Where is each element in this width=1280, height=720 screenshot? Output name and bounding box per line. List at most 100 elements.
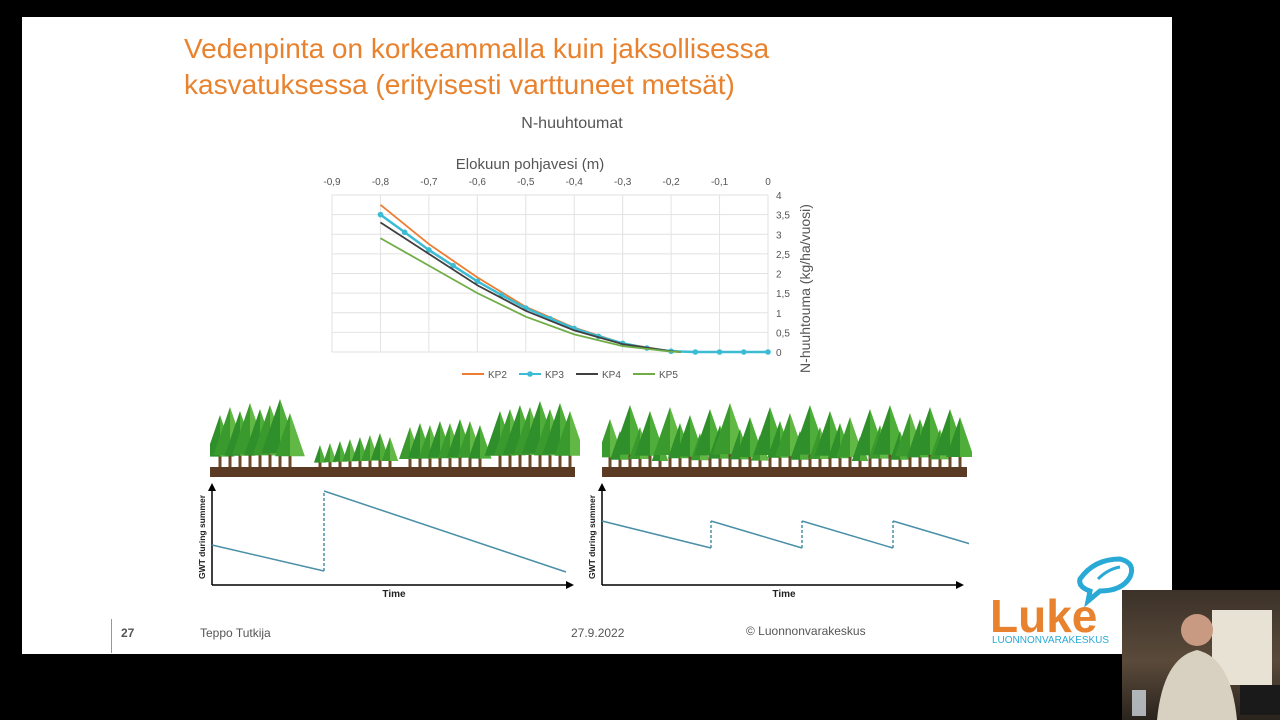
tree-crown — [381, 437, 390, 461]
tree-trunk — [888, 451, 892, 467]
tree-crown — [351, 437, 360, 461]
tree-crown — [767, 421, 780, 458]
tree-crown — [390, 437, 399, 461]
tree-trunk — [798, 458, 802, 467]
tree-trunk — [868, 452, 872, 467]
tree-trunk — [758, 459, 762, 467]
tree-trunk — [608, 455, 612, 467]
tree-trunk — [948, 452, 952, 467]
data-point-kp3 — [426, 247, 432, 253]
luke-logo: Luke LUONNONVARAKESKUS — [990, 556, 1135, 645]
tree-crown — [650, 411, 666, 456]
x-tick-label: -0,1 — [711, 177, 729, 188]
tree-trunk — [348, 460, 352, 467]
tree-crown — [753, 407, 770, 455]
tree-trunk — [458, 455, 462, 467]
slide: Vedenpinta on korkeammalla kuin jaksolli… — [22, 17, 1172, 654]
gwt-continuous-chart: Time GWT during summer — [587, 483, 969, 600]
y-tick-label: 2,5 — [776, 250, 790, 261]
tree-crown — [350, 439, 358, 462]
tree-crown — [323, 443, 330, 463]
tree-crown — [494, 409, 510, 456]
gwt-clearcut-chart: Time GWT during summer — [197, 483, 574, 600]
tree-trunk — [448, 456, 452, 467]
tree-crown — [736, 417, 750, 457]
leaf-bubble-icon — [1077, 556, 1135, 608]
tree-crown — [570, 411, 580, 456]
x-tick-label: -0,4 — [566, 177, 584, 188]
x-tick-label: -0,6 — [469, 177, 487, 188]
gwt-segment — [710, 520, 803, 549]
tree-crown — [332, 441, 340, 462]
legend-label-kp4: KP4 — [602, 370, 621, 381]
tree-trunk — [368, 459, 372, 467]
tree-crown — [342, 439, 350, 462]
tree-trunk — [618, 458, 622, 467]
y-tick-label: 2 — [776, 270, 782, 281]
tree-trunk — [938, 457, 942, 467]
tree-trunk — [928, 452, 932, 467]
tree-trunk — [668, 452, 672, 467]
tree-crown — [437, 423, 450, 459]
tree-trunk — [288, 453, 292, 467]
logo-subtitle: LUONNONVARAKESKUS — [992, 635, 1109, 645]
tree-trunk — [388, 459, 392, 467]
series-line-kp5 — [380, 237, 681, 353]
tree-crown — [729, 429, 740, 460]
x-axis-arrow — [566, 581, 574, 589]
tree-trunk — [278, 450, 282, 467]
tree-trunk — [228, 452, 232, 467]
gwt-segment — [601, 520, 712, 549]
y-tick-label: 4 — [776, 191, 782, 202]
series-line-kp2 — [379, 204, 681, 353]
tree-crown — [554, 411, 570, 456]
presenter-video — [1132, 610, 1280, 720]
n-leaching-chart: 0 0,5 1 1,5 2 2,5 3 3,5 4 -0,9 -0,8 -0,7 -0,6 -0,5 -0,… — [323, 156, 813, 381]
tree-crown — [602, 419, 610, 458]
tree-crown — [399, 427, 410, 459]
tree-crown — [836, 417, 850, 457]
x-tick-label: -0,5 — [517, 177, 535, 188]
gwt-segment — [323, 490, 567, 573]
tree-trunk — [908, 453, 912, 467]
y-axis-title: N-huuhtouma (kg/ha/vuosi) — [797, 204, 813, 373]
tree-trunk — [818, 457, 822, 467]
tree-trunk — [438, 455, 442, 467]
tree-trunk — [508, 452, 512, 467]
title-line-1: Vedenpinta on korkeammalla kuin jaksolli… — [184, 33, 770, 64]
tree-crown — [610, 419, 624, 458]
tree-trunk — [828, 453, 832, 467]
forest-clearcut-illustration — [210, 399, 580, 477]
tree-trunk — [528, 452, 532, 467]
x-tick-label: -0,8 — [372, 177, 390, 188]
tree-trunk — [708, 452, 712, 467]
tree-trunk — [538, 450, 542, 467]
tree-crown — [290, 413, 305, 457]
laptop-shape — [1240, 685, 1280, 715]
tree-trunk — [778, 455, 782, 467]
presenter-head — [1181, 614, 1213, 646]
tree-trunk — [808, 451, 812, 467]
tree-crown — [213, 407, 230, 455]
y-tick-label: 3 — [776, 230, 782, 241]
tree-crown — [313, 445, 320, 463]
tree-trunk — [858, 459, 862, 467]
data-point-kp3 — [450, 262, 456, 269]
tree-crown — [446, 419, 460, 458]
tree-trunk — [898, 458, 902, 467]
y-tick-label: 0,5 — [776, 328, 790, 339]
legend-label-kp2: KP2 — [488, 370, 507, 381]
tree-trunk — [248, 451, 252, 467]
y-axis-title: GWT during summer — [197, 494, 207, 579]
chart-title: N-huuhtoumat — [521, 115, 623, 132]
tree-trunk — [548, 452, 552, 467]
tree-trunk — [428, 456, 432, 467]
y-tick-label: 0 — [776, 348, 782, 359]
y-tick-label: 1 — [776, 309, 782, 320]
tree-trunk — [218, 454, 222, 467]
tree-trunk — [518, 451, 522, 467]
data-point-kp3 — [692, 349, 699, 355]
tree-trunk — [688, 454, 692, 467]
tree-trunk — [258, 452, 262, 467]
tree-trunk — [338, 460, 342, 467]
